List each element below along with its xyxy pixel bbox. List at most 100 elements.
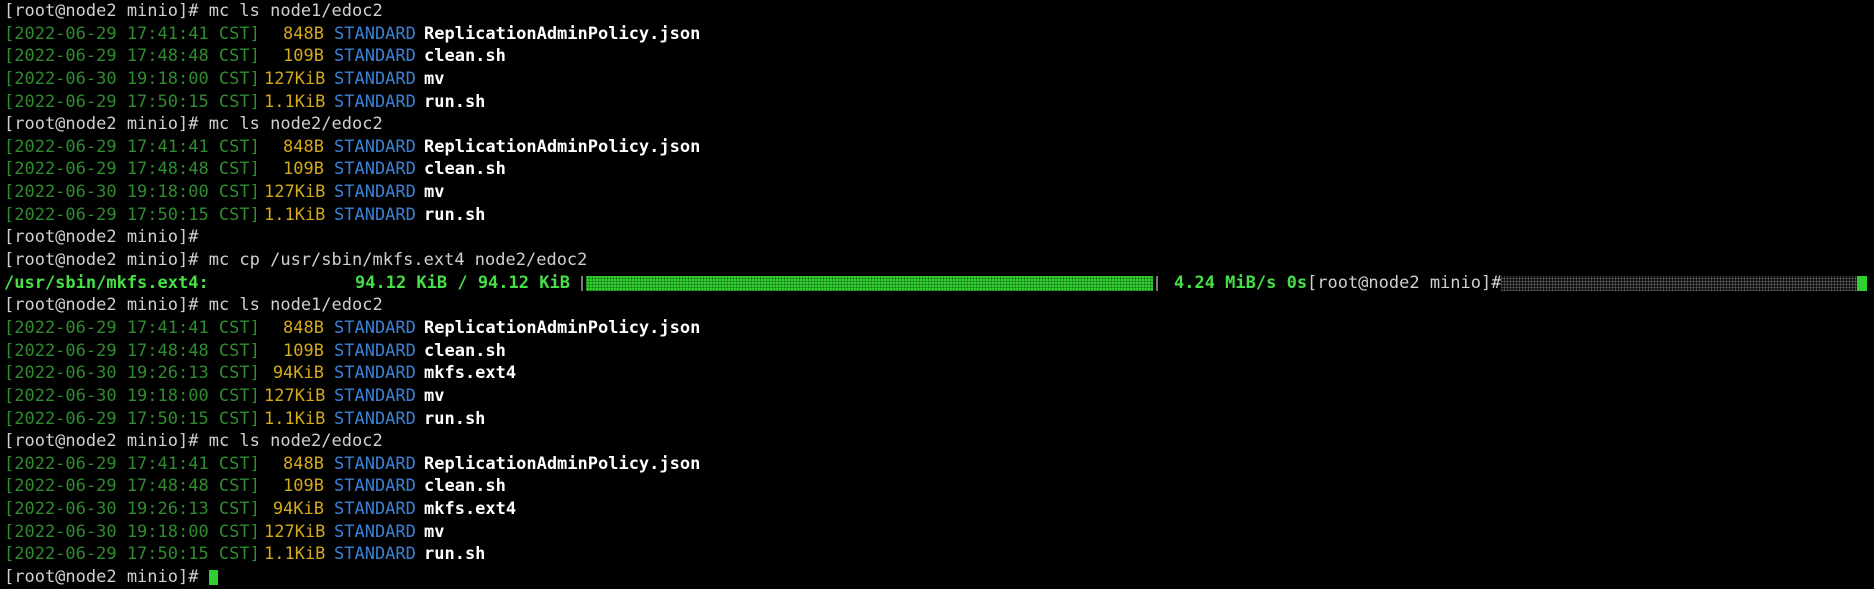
- entry-timestamp: [2022-06-30 19:18:00 CST]: [4, 385, 260, 406]
- command-text: mc ls node1/edoc2: [208, 1, 383, 21]
- shell-prompt: [root@node2 minio]#: [4, 567, 209, 588]
- command-line: [root@node2 minio]#: [4, 226, 1870, 249]
- entry-storage-class: STANDARD: [334, 544, 416, 565]
- progress-filename: /usr/sbin/mkfs.ext4:: [4, 272, 209, 293]
- entry-filename: ReplicationAdminPolicy.json: [424, 136, 701, 157]
- entry-size: 109B: [283, 476, 324, 497]
- entry-timestamp: [2022-06-29 17:50:15 CST]: [4, 544, 260, 565]
- entry-storage-class: STANDARD: [334, 453, 416, 474]
- entry-filename: mkfs.ext4: [424, 499, 517, 520]
- listing-row: [2022-06-29 17:50:15 CST] 1.1KiB STANDARD r…: [4, 408, 1870, 431]
- listing-row: [2022-06-30 19:18:00 CST] 127KiB STANDARD m…: [4, 521, 1870, 544]
- entry-size: 848B: [283, 136, 324, 157]
- shell-prompt: [root@node2 minio]#: [4, 431, 209, 452]
- entry-filename: mkfs.ext4: [424, 363, 517, 384]
- entry-storage-class: STANDARD: [334, 408, 416, 429]
- progress-bar-fill: [586, 275, 1153, 291]
- listing-row: [2022-06-29 17:50:15 CST] 1.1KiB STANDARD r…: [4, 543, 1870, 566]
- shell-prompt: [root@node2 minio]#: [1307, 272, 1502, 293]
- entry-storage-class: STANDARD: [334, 68, 416, 89]
- listing-row: [2022-06-29 17:41:41 CST] 848B STANDARD Rep…: [4, 453, 1870, 476]
- entry-size: 109B: [283, 159, 324, 180]
- entry-timestamp: [2022-06-30 19:26:13 CST]: [4, 363, 260, 384]
- entry-storage-class: STANDARD: [334, 385, 416, 406]
- entry-filename: clean.sh: [424, 340, 506, 361]
- entry-size: 94KiB: [272, 499, 324, 520]
- command-line: [root@node2 minio]# mc ls node2/edoc2: [4, 430, 1870, 453]
- entry-storage-class: STANDARD: [334, 521, 416, 542]
- entry-storage-class: STANDARD: [334, 363, 416, 384]
- entry-filename: ReplicationAdminPolicy.json: [424, 23, 701, 44]
- listing-row: [2022-06-30 19:26:13 CST] 94KiB STANDARD mk…: [4, 498, 1870, 521]
- entry-size: 127KiB: [264, 385, 326, 406]
- entry-timestamp: [2022-06-29 17:50:15 CST]: [4, 204, 260, 225]
- entry-size: 1.1KiB: [264, 544, 326, 565]
- command-text: mc ls node2/edoc2: [208, 114, 383, 135]
- listing-row: [2022-06-29 17:48:48 CST] 109B STANDARD cle…: [4, 340, 1870, 363]
- entry-filename: clean.sh: [424, 46, 506, 67]
- entry-size: 127KiB: [264, 68, 326, 89]
- entry-timestamp: [2022-06-29 17:50:15 CST]: [4, 91, 260, 112]
- listing-row: [2022-06-29 17:50:15 CST] 1.1KiB STANDARD r…: [4, 91, 1870, 114]
- entry-filename: mv: [424, 385, 445, 406]
- entry-size: 1.1KiB: [264, 91, 326, 112]
- listing-row: [2022-06-29 17:41:41 CST] 848B STANDARD Rep…: [4, 317, 1870, 340]
- command-line[interactable]: [root@node2 minio]#: [4, 566, 1870, 589]
- entry-filename: clean.sh: [424, 476, 506, 497]
- text-cursor[interactable]: [208, 569, 218, 585]
- entry-size: 848B: [283, 453, 324, 474]
- progress-bar-remnant: [1501, 275, 1857, 291]
- listing-row: [2022-06-29 17:48:48 CST] 109B STANDARD cle…: [4, 475, 1870, 498]
- entry-timestamp: [2022-06-29 17:41:41 CST]: [4, 453, 260, 474]
- shell-prompt: [root@node2 minio]#: [4, 250, 209, 271]
- entry-timestamp: [2022-06-30 19:26:13 CST]: [4, 499, 260, 520]
- entry-size: 848B: [283, 23, 324, 44]
- entry-filename: run.sh: [424, 544, 486, 565]
- entry-timestamp: [2022-06-29 17:50:15 CST]: [4, 408, 260, 429]
- command-text: mc ls node2/edoc2: [208, 431, 383, 452]
- entry-timestamp: [2022-06-29 17:48:48 CST]: [4, 476, 260, 497]
- listing-row: [2022-06-30 19:26:13 CST] 94KiB STANDARD mk…: [4, 362, 1870, 385]
- entry-filename: run.sh: [424, 91, 486, 112]
- entry-storage-class: STANDARD: [334, 204, 416, 225]
- cursor-block: [1857, 275, 1867, 291]
- shell-prompt: [root@node2 minio]#: [4, 227, 209, 248]
- entry-storage-class: STANDARD: [334, 499, 416, 520]
- entry-filename: run.sh: [424, 204, 486, 225]
- entry-filename: mv: [424, 68, 445, 89]
- entry-storage-class: STANDARD: [334, 46, 416, 67]
- command-text: mc ls node1/edoc2: [208, 295, 383, 316]
- listing-row: [2022-06-29 17:50:15 CST] 1.1KiB STANDARD r…: [4, 204, 1870, 227]
- entry-timestamp: [2022-06-30 19:18:00 CST]: [4, 521, 260, 542]
- entry-filename: clean.sh: [424, 159, 506, 180]
- entry-storage-class: STANDARD: [334, 91, 416, 112]
- listing-row: [2022-06-30 19:18:00 CST] 127KiB STANDARD m…: [4, 385, 1870, 408]
- entry-timestamp: [2022-06-30 19:18:00 CST]: [4, 68, 260, 89]
- terminal-window[interactable]: [root@node2 minio]# mc ls node1/edoc2 [20…: [4, 0, 1870, 587]
- copy-progress-line: /usr/sbin/mkfs.ext4: 94.12 KiB / 94.12 Ki…: [4, 272, 1870, 295]
- entry-storage-class: STANDARD: [334, 136, 416, 157]
- entry-size: 109B: [283, 340, 324, 361]
- entry-timestamp: [2022-06-29 17:48:48 CST]: [4, 46, 260, 67]
- listing-row: [2022-06-29 17:41:41 CST] 848B STANDARD Rep…: [4, 136, 1870, 159]
- entry-timestamp: [2022-06-29 17:48:48 CST]: [4, 340, 260, 361]
- entry-size: 1.1KiB: [264, 204, 326, 225]
- entry-timestamp: [2022-06-29 17:48:48 CST]: [4, 159, 260, 180]
- command-line: [root@node2 minio]# mc ls node1/edoc2: [4, 0, 1870, 23]
- entry-timestamp: [2022-06-30 19:18:00 CST]: [4, 182, 260, 203]
- entry-size: 1.1KiB: [264, 408, 326, 429]
- command-line: [root@node2 minio]# mc ls node2/edoc2: [4, 113, 1870, 136]
- shell-prompt: [root@node2 minio]#: [4, 1, 209, 21]
- entry-storage-class: STANDARD: [334, 182, 416, 203]
- command-line: [root@node2 minio]# mc cp /usr/sbin/mkfs…: [4, 249, 1870, 272]
- entry-filename: run.sh: [424, 408, 486, 429]
- entry-filename: ReplicationAdminPolicy.json: [424, 453, 701, 474]
- entry-size: 109B: [283, 46, 324, 67]
- shell-prompt: [root@node2 minio]#: [4, 295, 209, 316]
- entry-filename: mv: [424, 182, 445, 203]
- listing-row: [2022-06-30 19:18:00 CST] 127KiB STANDARD m…: [4, 181, 1870, 204]
- entry-storage-class: STANDARD: [334, 340, 416, 361]
- entry-timestamp: [2022-06-29 17:41:41 CST]: [4, 136, 260, 157]
- entry-size: 848B: [283, 317, 324, 338]
- listing-row: [2022-06-29 17:41:41 CST] 848B STANDARD Rep…: [4, 23, 1870, 46]
